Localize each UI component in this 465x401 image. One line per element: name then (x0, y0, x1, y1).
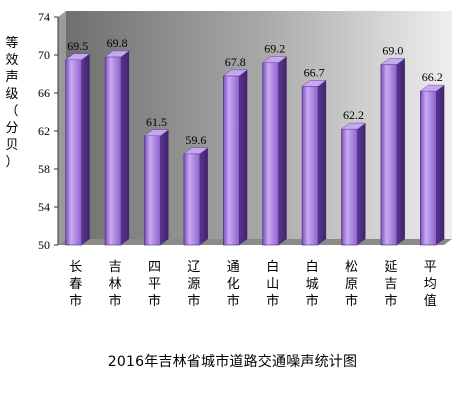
bar (223, 75, 240, 246)
bar-side (318, 80, 327, 245)
bar (419, 90, 437, 246)
bar-group: 69.2 (261, 42, 288, 246)
bar-side (81, 53, 90, 245)
x-tick-label: 吉林市 (109, 260, 122, 309)
bar (341, 128, 358, 246)
y-tick-label: 74 (38, 10, 50, 24)
bar-top (104, 50, 130, 58)
x-tick-label: 辽源市 (187, 260, 200, 309)
y-tick-label: 50 (38, 238, 50, 252)
bar-top (261, 56, 288, 63)
data-label: 66.7 (304, 65, 325, 79)
y-axis-label: 等效声级（分贝） (5, 35, 18, 170)
x-tick-label: 延吉市 (384, 260, 397, 309)
data-label: 69.0 (382, 44, 403, 58)
bar-group: 59.6 (183, 133, 209, 246)
bar-group: 69.0 (380, 44, 406, 246)
bar-group: 62.2 (340, 108, 367, 246)
bar-side (160, 129, 169, 245)
bar (380, 64, 398, 246)
data-label: 69.5 (67, 39, 88, 53)
bar-top (183, 147, 209, 155)
x-axis-labels: 长春市 吉林市 四平市 辽源市 通化市 白山市 白城市 松原市 延吉市 平均值 (69, 259, 437, 309)
x-tick-label: 松原市 (345, 260, 358, 309)
bar (65, 59, 82, 246)
y-axis: 50 54 58 62 66 70 74 (38, 10, 59, 252)
x-tick-label: 平均值 (424, 260, 437, 309)
bar-group: 66.7 (301, 65, 327, 246)
bar-top (143, 129, 170, 136)
plot-side-wall (58, 11, 66, 245)
data-label: 59.6 (185, 133, 206, 147)
y-tick-label: 70 (38, 48, 50, 62)
x-tick-label: 长春市 (69, 260, 82, 309)
bar-side (278, 56, 287, 245)
bar-top (301, 80, 327, 87)
data-label: 69.8 (107, 36, 128, 50)
bar-top (340, 122, 367, 130)
x-tick-label: 白山市 (266, 259, 279, 309)
bar (183, 153, 201, 246)
data-label: 62.2 (343, 108, 364, 122)
bar-top (380, 58, 406, 65)
bar-side (357, 123, 366, 245)
bar-group: 67.8 (222, 55, 249, 246)
y-tick-label: 58 (38, 162, 50, 176)
y-tick-label: 54 (38, 200, 50, 214)
bar (144, 135, 161, 246)
bars: 69.5 69.8 61.5 59.6 67.8 69.2 66.7 62.2 69.0 66.2 (64, 36, 446, 246)
bar-top (419, 84, 446, 92)
bar-group: 61.5 (143, 115, 170, 246)
chart-title: 2016年吉林省城市道路交通噪声统计图 (107, 354, 358, 370)
bar-side (436, 85, 445, 245)
bar-side (239, 69, 248, 246)
data-label: 69.2 (264, 42, 285, 56)
y-axis-title: 等效声级（分贝） (5, 35, 18, 170)
bar (262, 62, 280, 246)
data-label: 67.8 (225, 55, 246, 69)
y-tick-label: 62 (38, 124, 50, 138)
y-tick-label: 66 (38, 86, 50, 100)
data-label: 66.2 (422, 70, 443, 84)
bar-side (396, 58, 405, 245)
bar-top (222, 69, 249, 77)
bar-top (64, 53, 91, 60)
x-tick-label: 通化市 (227, 260, 240, 309)
bar-side (199, 147, 208, 245)
x-tick-label: 四平市 (148, 260, 161, 309)
bar-side (121, 50, 130, 246)
bar-group: 69.8 (104, 36, 130, 246)
data-label: 61.5 (146, 115, 167, 129)
bar (104, 56, 122, 246)
bar-group: 66.2 (419, 70, 446, 246)
bar-group: 69.5 (64, 39, 91, 246)
x-tick-label: 白城市 (306, 259, 319, 309)
bar (301, 86, 319, 246)
